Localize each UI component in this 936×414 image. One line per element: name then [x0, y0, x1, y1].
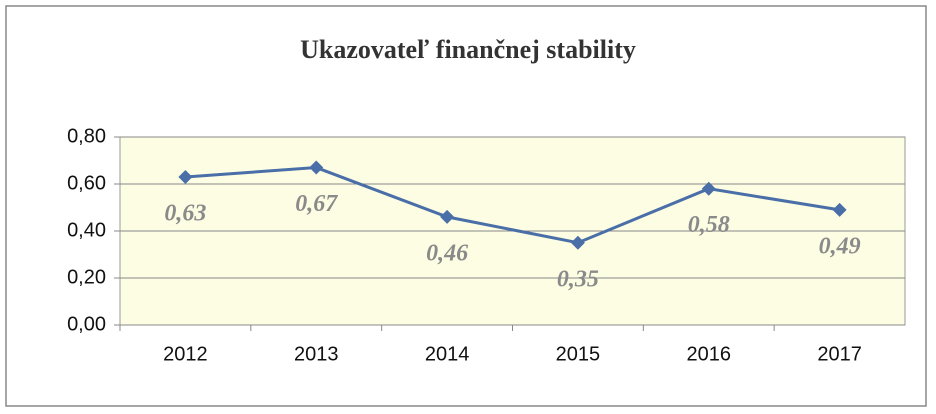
y-tick-label: 0,60	[67, 172, 106, 194]
data-point	[178, 169, 193, 184]
data-point	[309, 160, 324, 175]
y-tick-label: 0,00	[67, 313, 106, 335]
data-label: 0,67	[295, 191, 338, 217]
data-label: 0,35	[557, 266, 599, 292]
x-tick-label: 2015	[556, 343, 601, 365]
data-label: 0,49	[819, 233, 861, 259]
data-point	[832, 202, 847, 217]
x-tick-label: 2017	[817, 343, 862, 365]
x-tick-label: 2014	[425, 343, 470, 365]
x-tick-label: 2016	[687, 343, 732, 365]
chart-title: Ukazovateľ finančnej stability	[300, 35, 636, 64]
data-point	[701, 181, 716, 196]
y-tick-label: 0,80	[67, 125, 106, 147]
x-tick-label: 2013	[294, 343, 339, 365]
series-line	[185, 166, 840, 245]
data-label: 0,58	[688, 212, 730, 238]
y-tick-label: 0,40	[67, 219, 106, 241]
data-label: 0,63	[164, 200, 206, 226]
data-label: 0,46	[426, 240, 468, 266]
y-tick-label: 0,20	[67, 266, 106, 288]
data-point	[570, 235, 585, 250]
x-tick-label: 2012	[163, 343, 208, 365]
data-point	[440, 209, 455, 224]
